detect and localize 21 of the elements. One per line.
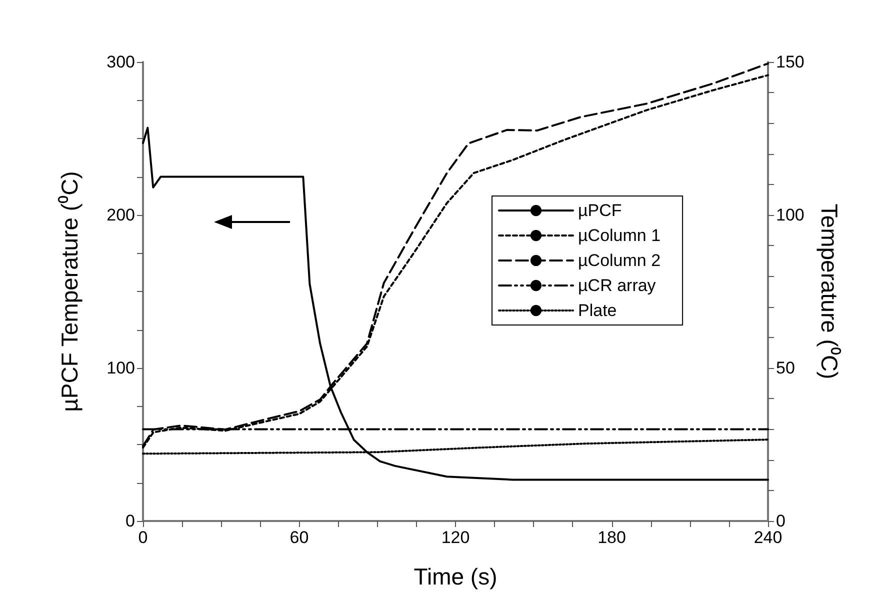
y2-tick-label: 100 (776, 206, 804, 224)
y-tick-label: 100 (106, 358, 135, 378)
y2-axis-title: Temperature (⁰C) (816, 204, 842, 380)
y2-tick-label: 0 (776, 512, 786, 530)
legend-label: µPCF (578, 201, 622, 220)
legend-label: µCR array (578, 276, 656, 295)
y-tick-label: 0 (126, 512, 135, 530)
y2-tick-label: 50 (776, 358, 795, 378)
y-tick-label: 200 (106, 206, 135, 224)
x-axis-title: Time (s) (414, 564, 498, 590)
legend-label: Plate (578, 301, 617, 320)
legend-label: µColumn 1 (578, 226, 661, 245)
y2-tick-label: 150 (776, 52, 804, 72)
x-tick-label: 120 (441, 528, 470, 547)
y-axis-title: µPCF Temperature (⁰C) (56, 171, 82, 412)
x-tick-label: 60 (290, 528, 309, 547)
y-tick-label: 300 (106, 52, 135, 72)
x-tick-label: 180 (598, 528, 626, 547)
x-tick-label: 240 (754, 528, 782, 547)
x-tick-label: 0 (138, 528, 148, 547)
legend-label: µColumn 2 (578, 251, 661, 270)
